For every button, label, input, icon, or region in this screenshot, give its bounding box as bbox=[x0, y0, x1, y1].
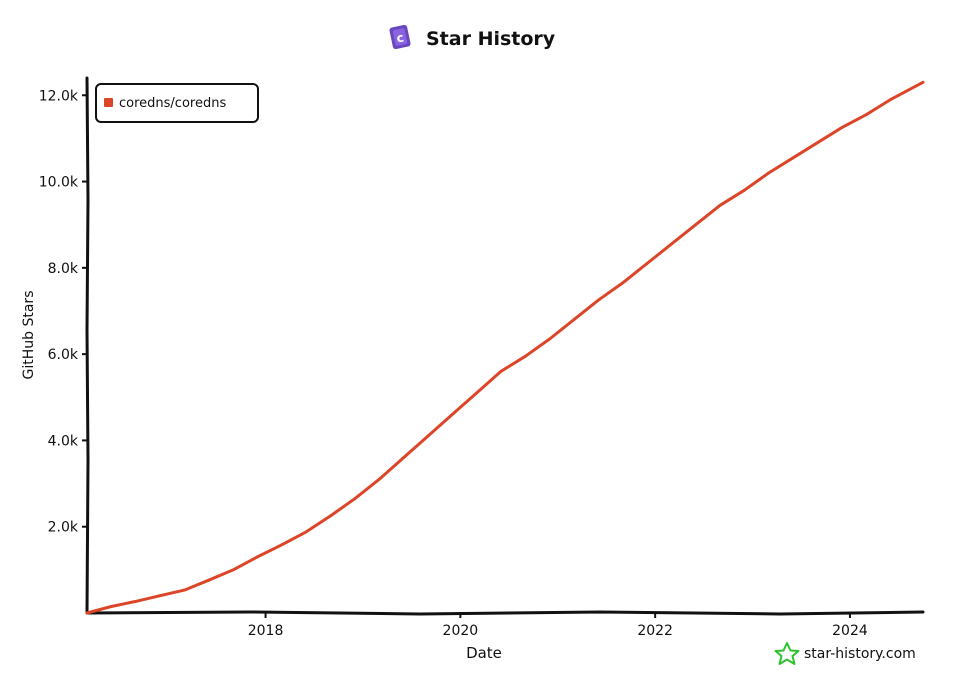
x-tick-label: 2024 bbox=[832, 623, 868, 639]
data-point bbox=[353, 497, 357, 501]
data-point bbox=[767, 171, 771, 175]
data-point bbox=[377, 477, 381, 481]
legend-label: coredns/coredns bbox=[119, 96, 226, 111]
x-axis-line bbox=[85, 610, 925, 616]
data-point bbox=[158, 594, 162, 598]
data-point bbox=[670, 242, 673, 246]
data-point bbox=[548, 337, 551, 341]
data-point bbox=[889, 98, 892, 101]
data-point bbox=[134, 600, 138, 603]
data-point bbox=[864, 113, 868, 117]
data-point bbox=[450, 413, 454, 416]
data-point bbox=[596, 298, 600, 302]
watermark[interactable]: star-history.com bbox=[774, 642, 916, 665]
star-outline-icon bbox=[774, 642, 800, 665]
x-axis-label: Date bbox=[466, 644, 502, 662]
y-tick-label: 4.0k bbox=[48, 433, 79, 449]
data-point bbox=[840, 126, 844, 129]
y-axis-ticks: 2.0k 4.0k 6.0k 8.0k 10.0k 12.0k bbox=[39, 88, 87, 536]
data-point bbox=[475, 391, 478, 395]
data-point bbox=[85, 611, 89, 615]
series-line-coredns bbox=[85, 80, 925, 615]
data-point bbox=[256, 555, 259, 559]
y-axis-label: GitHub Stars bbox=[21, 291, 37, 380]
svg-text:c: c bbox=[395, 30, 405, 45]
data-point bbox=[743, 188, 746, 192]
x-tick-label: 2018 bbox=[248, 623, 284, 639]
data-point bbox=[645, 262, 649, 265]
data-point bbox=[426, 434, 430, 438]
data-point bbox=[718, 203, 722, 207]
y-tick-label: 10.0k bbox=[39, 175, 79, 191]
y-tick-label: 6.0k bbox=[48, 347, 79, 363]
y-tick-label: 8.0k bbox=[48, 261, 79, 277]
x-axis-ticks: 2018 2020 2022 2024 bbox=[248, 613, 868, 639]
series-points bbox=[85, 80, 925, 615]
data-point bbox=[816, 141, 819, 145]
data-point bbox=[921, 80, 925, 84]
data-point bbox=[109, 605, 113, 608]
data-point bbox=[280, 543, 284, 547]
chart-title: Star History bbox=[426, 28, 556, 50]
x-tick-label: 2020 bbox=[443, 623, 479, 639]
data-point bbox=[694, 223, 698, 227]
watermark-text: star-history.com bbox=[804, 646, 916, 662]
data-point bbox=[499, 370, 503, 373]
x-tick-label: 2022 bbox=[637, 623, 673, 639]
legend-swatch bbox=[104, 98, 113, 107]
y-tick-label: 2.0k bbox=[48, 520, 79, 536]
legend: coredns/coredns bbox=[95, 83, 259, 123]
data-point bbox=[183, 588, 186, 592]
data-point bbox=[231, 568, 235, 572]
data-point bbox=[207, 578, 211, 582]
data-point bbox=[791, 156, 795, 160]
data-point bbox=[621, 281, 625, 285]
data-point bbox=[329, 514, 332, 518]
data-point bbox=[304, 530, 308, 534]
data-point bbox=[523, 354, 527, 358]
y-tick-label: 12.0k bbox=[39, 88, 79, 104]
y-axis-line bbox=[85, 76, 90, 615]
chart-header: c Star History bbox=[389, 24, 556, 50]
legend-box bbox=[95, 83, 259, 123]
data-point bbox=[572, 318, 576, 321]
star-history-logo-icon: c bbox=[389, 24, 411, 50]
data-point bbox=[402, 456, 405, 460]
